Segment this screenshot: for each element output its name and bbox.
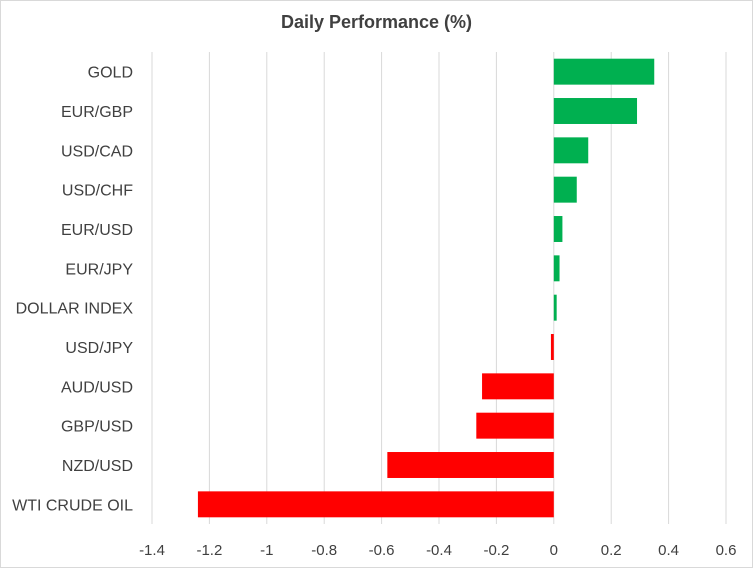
x-tick-label: 0.2: [601, 542, 622, 559]
bar-aud-usd: [482, 373, 554, 400]
category-label: USD/JPY: [65, 340, 133, 357]
bar-eur-jpy: [553, 255, 560, 282]
x-tick-label: 0.6: [716, 542, 737, 559]
x-tick-label: -0.4: [426, 542, 452, 559]
category-label: GOLD: [88, 65, 133, 82]
x-tick-label: 0.4: [658, 542, 679, 559]
category-label: WTI CRUDE OIL: [12, 497, 133, 514]
category-label: NZD/USD: [62, 458, 133, 475]
x-tick-label: -1.2: [196, 542, 222, 559]
x-tick-label: -0.8: [311, 542, 337, 559]
category-label: EUR/USD: [61, 222, 133, 239]
bar-usd-chf: [553, 176, 577, 203]
category-labels: GOLD EUR/GBP USD/CAD USD/CHF EUR/USD EUR/JPY D…: [12, 65, 133, 515]
bars: [197, 58, 655, 518]
category-label: USD/CAD: [61, 143, 133, 160]
tick-labels: -1.4 -1.2 -1 -0.8 -0.6 -0.4 -0.2 0 0.2 0.4 0.6: [139, 542, 736, 559]
bar-eur-gbp: [553, 98, 638, 124]
bar-usd-cad: [553, 137, 589, 164]
x-tick-label: -0.2: [483, 542, 509, 559]
category-label: USD/CHF: [62, 183, 133, 200]
x-tick-label: 0: [550, 542, 558, 559]
bar-usd-jpy: [550, 334, 554, 360]
bar-gbp-usd: [476, 412, 554, 439]
category-label: EUR/JPY: [65, 261, 133, 278]
bar-eur-usd: [553, 216, 563, 242]
x-tick-label: -1.4: [139, 542, 165, 559]
bar-dollar-index: [553, 294, 557, 321]
x-tick-label: -1: [260, 542, 273, 559]
category-label: EUR/GBP: [61, 104, 133, 121]
bar-wti-crude-oil: [197, 491, 554, 518]
x-tick-label: -0.6: [369, 542, 395, 559]
category-label: GBP/USD: [61, 419, 133, 436]
category-label: AUD/USD: [61, 379, 133, 396]
chart-title: Daily Performance (%): [280, 12, 473, 32]
gridlines: [151, 52, 727, 524]
bar-nzd-usd: [387, 452, 554, 478]
bar-gold: [553, 58, 655, 85]
category-label: DOLLAR INDEX: [16, 301, 134, 318]
